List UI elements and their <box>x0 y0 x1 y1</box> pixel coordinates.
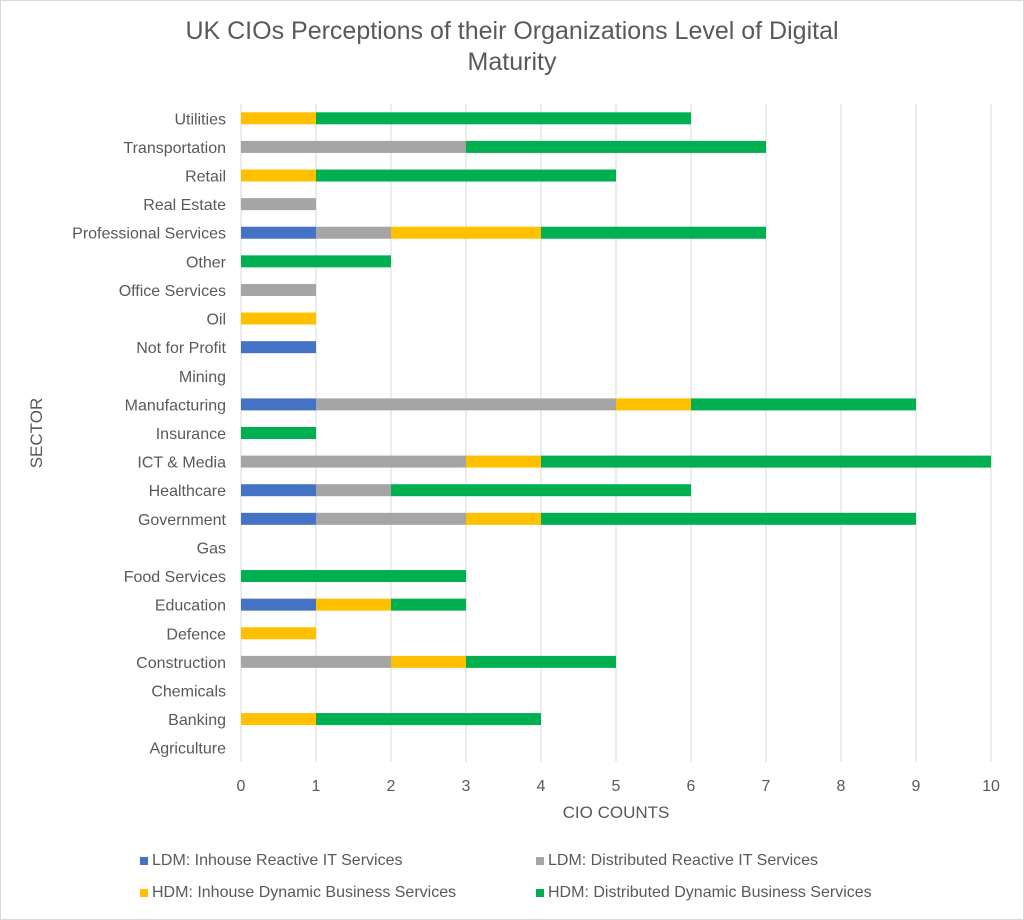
bar-segment <box>241 427 316 439</box>
bar-segment <box>391 484 691 497</box>
y-tick-label: Utilities <box>174 111 226 128</box>
chart-title-line-1: UK CIOs Perceptions of their Organizatio… <box>185 17 839 45</box>
y-tick-label: Oil <box>206 312 226 329</box>
x-tick-label: 2 <box>387 778 396 795</box>
bar-segment <box>241 283 316 296</box>
y-tick-label: Gas <box>197 540 226 557</box>
y-tick-label: Insurance <box>156 426 226 443</box>
y-tick-label: Real Estate <box>143 197 226 214</box>
y-tick-label: Retail <box>185 169 226 186</box>
legend-label: LDM: Distributed Reactive IT Services <box>548 852 819 869</box>
x-tick-labels: 0 1 2 3 4 5 6 7 8 9 10 <box>237 778 1000 795</box>
bar-segment <box>241 627 316 640</box>
bar-segment <box>316 112 691 125</box>
bar-segment <box>241 112 316 125</box>
gridlines <box>240 104 992 762</box>
bar-segment <box>241 655 391 668</box>
y-tick-label: Other <box>186 254 227 271</box>
x-tick-label: 3 <box>462 778 471 795</box>
bar-segment <box>541 455 991 468</box>
bar-segment <box>691 398 916 411</box>
bar-segment <box>466 512 541 525</box>
bar-segment <box>541 512 916 525</box>
legend-item-hdm-inhouse: HDM: Inhouse Dynamic Business Services <box>140 884 456 902</box>
x-tick-label: 5 <box>612 778 621 795</box>
x-tick-label: 4 <box>537 778 546 795</box>
bar-segment <box>616 398 691 411</box>
y-tick-label: Defence <box>166 626 226 643</box>
y-tick-label: Construction <box>136 655 226 672</box>
legend-swatch <box>140 857 148 865</box>
y-tick-label: Agriculture <box>150 741 227 758</box>
bar-segment <box>316 169 616 182</box>
legend-label: LDM: Inhouse Reactive IT Services <box>152 852 403 869</box>
x-tick-label: 1 <box>312 778 321 795</box>
y-tick-label: Office Services <box>119 283 226 300</box>
bar-segment <box>241 570 466 583</box>
legend-swatch <box>140 889 148 897</box>
bar-segment <box>316 226 391 239</box>
y-tick-labels: Agriculture Banking Chemicals Construction D… <box>72 111 227 757</box>
y-tick-label: Transportation <box>123 140 226 157</box>
bar-segment <box>316 484 391 497</box>
bar-segment <box>466 455 541 468</box>
bar-segment <box>241 226 316 239</box>
legend-item-ldm-inhouse: LDM: Inhouse Reactive IT Services <box>140 852 402 870</box>
y-tick-label: Manufacturing <box>125 397 226 414</box>
x-tick-label: 8 <box>837 778 846 795</box>
y-tick-label: ICT & Media <box>137 455 226 472</box>
bar-segment <box>391 598 466 611</box>
legend-label: HDM: Distributed Dynamic Business Servic… <box>548 884 872 901</box>
x-tick-label: 9 <box>912 778 921 795</box>
bar-segment <box>241 312 316 325</box>
bar-segment <box>241 198 316 211</box>
bar-segment <box>391 226 541 239</box>
bar-segment <box>241 455 466 468</box>
y-axis-title: SECTOR <box>27 398 46 469</box>
bar-segment <box>241 169 316 182</box>
legend-label: HDM: Inhouse Dynamic Business Services <box>152 884 457 901</box>
bar-segment <box>316 398 616 411</box>
bars <box>241 112 991 726</box>
x-tick-label: 6 <box>687 778 696 795</box>
x-axis-title: CIO COUNTS <box>563 803 670 822</box>
legend-item-ldm-distributed: LDM: Distributed Reactive IT Services <box>536 852 818 870</box>
y-tick-label: Mining <box>179 369 226 386</box>
y-tick-label: Government <box>138 512 227 529</box>
legend-swatch <box>536 857 544 865</box>
bar-segment <box>466 655 616 668</box>
legend-item-hdm-distributed: HDM: Distributed Dynamic Business Servic… <box>536 884 872 902</box>
x-tick-label: 0 <box>237 778 246 795</box>
legend-swatch <box>536 889 544 897</box>
x-tick-label: 10 <box>982 778 1000 795</box>
bar-segment <box>466 140 766 153</box>
chart-title: UK CIOs Perceptions of their Organizatio… <box>0 16 1024 78</box>
bar-segment <box>241 140 466 153</box>
y-tick-label: Education <box>155 598 226 615</box>
bar-segment <box>541 226 766 239</box>
y-tick-label: Food Services <box>124 569 226 586</box>
x-tick-label: 7 <box>762 778 771 795</box>
chart-title-line-2: Maturity <box>467 48 557 76</box>
y-tick-label: Healthcare <box>149 483 226 500</box>
bar-segment <box>241 484 316 497</box>
bar-segment <box>241 255 391 268</box>
y-tick-label: Professional Services <box>72 226 226 243</box>
y-tick-label: Banking <box>168 712 226 729</box>
y-tick-label: Chemicals <box>151 683 226 700</box>
bar-segment <box>241 398 316 411</box>
bar-segment <box>241 713 316 726</box>
bar-segment <box>241 341 316 354</box>
bar-segment <box>391 655 466 668</box>
bar-segment <box>316 512 466 525</box>
bar-segment <box>316 713 541 726</box>
bar-segment <box>241 512 316 525</box>
y-tick-label: Not for Profit <box>136 340 226 357</box>
bar-segment <box>241 598 316 611</box>
bar-segment <box>316 598 391 611</box>
